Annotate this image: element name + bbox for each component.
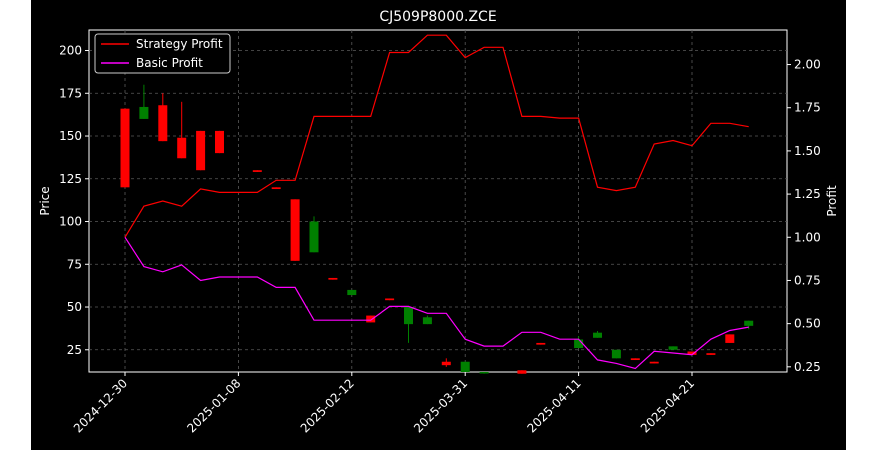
candle-body [366, 315, 376, 323]
left-tick-label: 100 [59, 215, 82, 229]
candle-body [404, 307, 413, 325]
candle-body [536, 342, 546, 345]
strategy-profit-line [124, 34, 749, 238]
candle-body [139, 106, 149, 119]
candle-body [479, 372, 489, 374]
left-tick-label: 125 [59, 172, 82, 186]
candle-body [309, 221, 319, 253]
left-tick-label: 150 [59, 129, 82, 143]
right-axis: 0.25 0.50 0.75 1.00 1.25 1.50 1.75 2.00 [787, 58, 821, 374]
candle-body [649, 361, 659, 364]
candle-body [347, 289, 357, 296]
right-tick-label: 1.75 [794, 101, 821, 115]
left-axis-label: Price [38, 186, 52, 215]
candle-body [668, 346, 678, 350]
right-tick-label: 2.00 [794, 58, 821, 72]
candle-body [385, 298, 395, 301]
candle-body [158, 105, 168, 142]
candle-body [120, 108, 130, 188]
right-tick-label: 1.50 [794, 144, 821, 158]
left-axis: 25 50 75 100 125 150 175 200 [59, 44, 89, 357]
candle-body [441, 361, 451, 366]
candle-body [687, 351, 697, 355]
candle-body [290, 199, 300, 261]
candle-body [744, 320, 754, 326]
candle-body [252, 170, 262, 172]
right-tick-label: 1.25 [794, 187, 821, 201]
right-tick-label: 1.00 [794, 230, 821, 244]
candle-body [574, 339, 584, 349]
legend-label-basic: Basic Profit [136, 56, 203, 70]
chart-title: CJ509P8000.ZCE [379, 9, 496, 25]
left-tick-label: 75 [67, 257, 82, 271]
legend-label-strategy: Strategy Profit [136, 37, 223, 51]
left-tick-label: 50 [67, 300, 82, 314]
candle-body [611, 349, 621, 359]
right-tick-label: 0.75 [794, 273, 821, 287]
right-tick-label: 0.50 [794, 317, 821, 331]
candle-body [422, 317, 432, 325]
candle-body [706, 353, 716, 355]
candle-body [328, 277, 338, 280]
candle-body [517, 370, 527, 374]
candle-body [460, 361, 470, 372]
plot-area [88, 29, 788, 373]
candle-body [725, 334, 735, 343]
candle-body [593, 332, 602, 338]
profit-lines [124, 34, 749, 370]
basic-profit-line [124, 236, 749, 370]
right-axis-label: Profit [825, 185, 839, 217]
candlesticks [120, 84, 754, 374]
grid-lines [89, 30, 787, 372]
left-tick-label: 25 [67, 343, 82, 357]
candle-body [630, 358, 640, 361]
left-tick-label: 200 [59, 44, 82, 58]
candle-body [196, 130, 206, 171]
candle-body [271, 187, 281, 190]
left-tick-label: 175 [59, 86, 82, 100]
candle-body [177, 137, 187, 159]
legend: Strategy Profit Basic Profit [94, 33, 231, 74]
candle-body [215, 130, 224, 154]
right-tick-label: 0.25 [794, 360, 821, 374]
